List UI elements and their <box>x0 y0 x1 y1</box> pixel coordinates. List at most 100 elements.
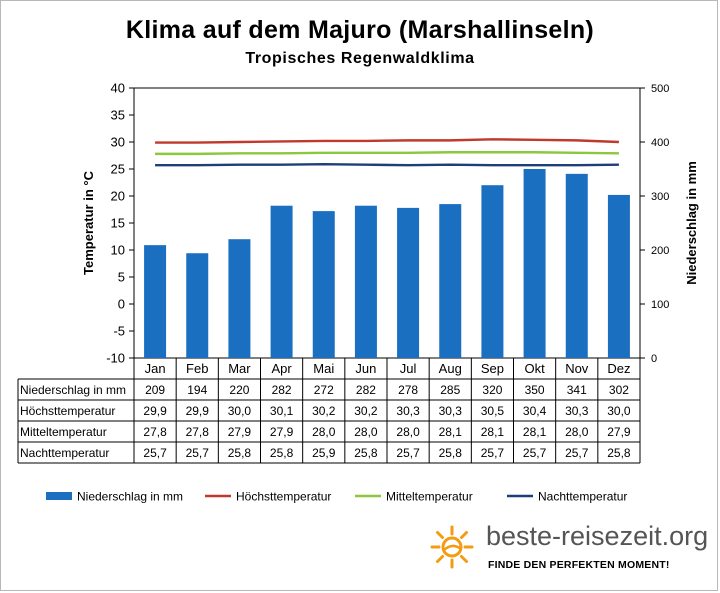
table-cell: 30,4 <box>523 404 547 418</box>
table-cell: 30,0 <box>607 404 631 418</box>
table-cell: 25,8 <box>228 446 252 460</box>
table-cell: 28,1 <box>523 425 547 439</box>
y-left-tick-label: 5 <box>118 270 125 285</box>
table-cell: 282 <box>356 383 376 397</box>
table-cell: 25,9 <box>312 446 336 460</box>
table-cell: 27,9 <box>607 425 631 439</box>
x-tick-label: Feb <box>186 361 208 376</box>
x-tick-label: Jun <box>355 361 376 376</box>
y-right-tick-label: 500 <box>651 83 669 95</box>
table-cell: 30,0 <box>228 404 252 418</box>
x-tick-label: Nov <box>565 361 589 376</box>
chart-subtitle: Tropisches Regenwaldklima <box>245 50 475 67</box>
table-cell: 25,8 <box>607 446 631 460</box>
table-cell: 220 <box>229 383 249 397</box>
brand-tagline: FINDE DEN PERFEKTEN MOMENT! <box>488 559 670 571</box>
table-cell: 350 <box>525 383 545 397</box>
table-cell: 209 <box>145 383 165 397</box>
y-right-tick-label: 0 <box>651 353 657 365</box>
y-left-tick-label: 20 <box>111 189 125 204</box>
y-left-tick-label: 0 <box>118 297 125 312</box>
table-cell: 29,9 <box>143 404 167 418</box>
table-row-header: Nachttemperatur <box>20 446 109 460</box>
bar-Sep <box>481 185 504 358</box>
table-cell: 27,8 <box>186 425 210 439</box>
bar-Jul <box>397 207 420 358</box>
x-tick-label: Mai <box>313 361 334 376</box>
x-tick-label: Dez <box>607 361 630 376</box>
table-cell: 302 <box>609 383 629 397</box>
x-tick-label: Apr <box>271 361 292 376</box>
table-cell: 30,3 <box>439 404 463 418</box>
table-cell: 30,3 <box>565 404 589 418</box>
x-tick-label: Mar <box>228 361 251 376</box>
legend-label: Niederschlag in mm <box>77 490 183 504</box>
bar-Feb <box>186 253 209 358</box>
table-cell: 29,9 <box>186 404 210 418</box>
table-cell: 28,0 <box>312 425 336 439</box>
line-Höchsttemperatur <box>155 138 619 144</box>
table-cell: 320 <box>482 383 502 397</box>
table-cell: 25,8 <box>439 446 463 460</box>
y-right-axis-title: Niederschlag in mm <box>684 161 699 285</box>
brand-name: beste-reisezeit.org <box>486 521 709 551</box>
table-cell: 272 <box>314 383 334 397</box>
table-cell: 25,7 <box>143 446 167 460</box>
table-row-header: Mitteltemperatur <box>20 425 107 439</box>
table-cell: 28,0 <box>354 425 378 439</box>
table-cell: 25,7 <box>396 446 420 460</box>
table-cell: 25,7 <box>523 446 547 460</box>
table-cell: 30,2 <box>312 404 336 418</box>
x-tick-label: Aug <box>439 361 462 376</box>
table-cell: 27,8 <box>143 425 167 439</box>
y-left-tick-label: 40 <box>111 81 125 96</box>
table-cell: 282 <box>272 383 292 397</box>
table-cell: 28,1 <box>481 425 505 439</box>
y-left-tick-label: 15 <box>111 216 125 231</box>
table-cell: 341 <box>567 383 587 397</box>
bar-Dez <box>607 194 630 358</box>
table-cell: 25,7 <box>186 446 210 460</box>
x-tick-label: Jul <box>400 361 417 376</box>
table-cell: 28,0 <box>565 425 589 439</box>
bar-Mai <box>312 211 335 358</box>
x-tick-label: Jan <box>145 361 166 376</box>
line-Nachttemperatur <box>155 162 619 167</box>
table-row-header: Höchsttemperatur <box>20 404 115 418</box>
table-cell: 30,2 <box>354 404 378 418</box>
y-left-tick-label: -10 <box>106 351 125 366</box>
y-left-tick-label: 10 <box>111 243 125 258</box>
table-cell: 27,9 <box>270 425 294 439</box>
y-left-axis-title: Temperatur in °C <box>81 170 96 275</box>
table-cell: 30,5 <box>481 404 505 418</box>
bar-Nov <box>565 173 588 358</box>
y-right-tick-label: 100 <box>651 299 669 311</box>
table-cell: 278 <box>398 383 418 397</box>
y-left-tick-label: -5 <box>113 324 125 339</box>
chart-title: Klima auf dem Majuro (Marshallinseln) <box>125 16 595 44</box>
bar-Aug <box>439 204 462 358</box>
y-right-tick-label: 200 <box>651 245 669 257</box>
table-cell: 27,9 <box>228 425 252 439</box>
line-Mitteltemperatur <box>155 151 619 156</box>
y-right-tick-label: 400 <box>651 137 669 149</box>
bar-Apr <box>270 205 293 358</box>
table-row-header: Niederschlag in mm <box>20 383 126 397</box>
y-left-tick-label: 35 <box>111 108 125 123</box>
y-left-tick-label: 25 <box>111 162 125 177</box>
bar-Jun <box>354 205 377 358</box>
table-cell: 194 <box>187 383 207 397</box>
sun-icon <box>430 525 474 569</box>
legend-swatch <box>46 492 72 500</box>
bar-Jan <box>144 245 167 358</box>
table-cell: 30,3 <box>396 404 420 418</box>
x-tick-label: Okt <box>524 361 545 376</box>
legend-label: Höchsttemperatur <box>236 490 331 504</box>
table-cell: 25,7 <box>481 446 505 460</box>
legend-label: Mitteltemperatur <box>386 490 473 504</box>
y-right-tick-label: 300 <box>651 191 669 203</box>
table-cell: 25,8 <box>270 446 294 460</box>
plot-area <box>133 87 641 359</box>
x-tick-label: Sep <box>481 361 504 376</box>
